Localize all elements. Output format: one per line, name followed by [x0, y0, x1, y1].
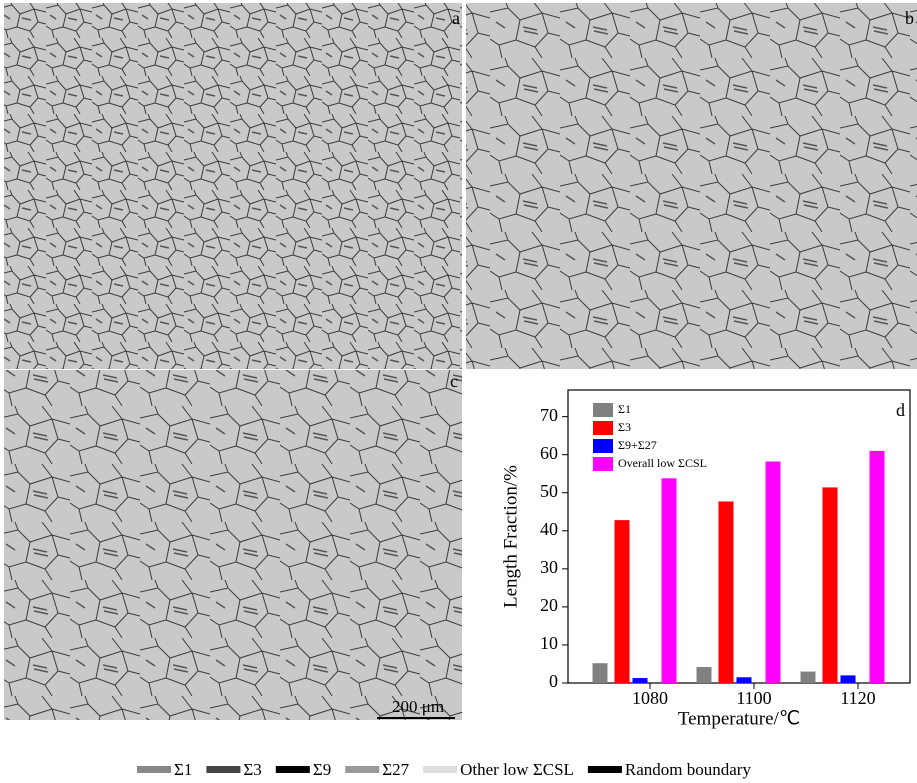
bar: [869, 450, 885, 683]
panel-label: a: [452, 8, 460, 28]
panel-label: b: [905, 8, 914, 28]
legend-label: Σ9: [313, 760, 331, 779]
y-tick-label: 0: [549, 671, 558, 691]
scale-bar-label: 200 μm: [392, 697, 444, 716]
x-tick-label: 1080: [632, 688, 668, 708]
micrograph-c: [4, 370, 462, 720]
bar: [696, 667, 712, 683]
legend-swatch: [275, 766, 310, 773]
legend-label: Σ3: [618, 420, 631, 434]
chart-background: [465, 370, 917, 730]
y-tick-label: 70: [540, 405, 558, 425]
y-tick-label: 30: [540, 557, 558, 577]
legend-label: Σ27: [382, 760, 409, 779]
x-tick-label: 1100: [736, 688, 771, 708]
bar: [632, 678, 648, 683]
panel-label: d: [896, 400, 905, 420]
bar: [718, 501, 734, 683]
legend-swatch: [206, 766, 241, 773]
bar: [822, 487, 838, 683]
x-tick-label: 1120: [840, 688, 875, 708]
bar: [661, 478, 677, 683]
boundary-legend: Σ1 Σ3 Σ9 Σ27 Other low ΣCSL Random boundary: [137, 760, 751, 779]
bar: [592, 663, 608, 683]
bar: [800, 671, 816, 683]
y-tick-label: 60: [540, 443, 558, 463]
y-tick-label: 40: [540, 519, 558, 539]
legend-swatch: [593, 439, 613, 453]
legend-swatch: [587, 766, 622, 773]
legend-label: Σ1: [618, 402, 631, 416]
legend-label: Other low ΣCSL: [460, 760, 574, 779]
panel-label: c: [450, 371, 458, 391]
y-tick-label: 20: [540, 595, 558, 615]
y-tick-label: 10: [540, 633, 558, 653]
legend-swatch: [137, 766, 171, 773]
legend-label: Σ3: [243, 760, 261, 779]
micrograph-a: [4, 3, 462, 369]
bar: [614, 520, 630, 683]
legend-swatch: [593, 403, 613, 417]
legend-label: Overall low ΣCSL: [618, 456, 707, 470]
legend-label: Σ9+Σ27: [618, 438, 657, 452]
y-tick-label: 50: [540, 481, 558, 501]
legend-swatch: [345, 766, 380, 773]
bar: [736, 677, 752, 683]
micrograph-b: [466, 3, 917, 369]
x-axis-label: Temperature/℃: [678, 708, 800, 729]
legend-swatch: [593, 421, 613, 435]
legend-swatch: [593, 457, 613, 471]
y-axis-label: Length Fraction/%: [500, 465, 521, 608]
bar: [765, 461, 781, 683]
legend-label: Random boundary: [625, 760, 752, 779]
bar: [840, 675, 856, 683]
legend-swatch: [423, 766, 458, 773]
legend-label: Σ1: [174, 760, 192, 779]
